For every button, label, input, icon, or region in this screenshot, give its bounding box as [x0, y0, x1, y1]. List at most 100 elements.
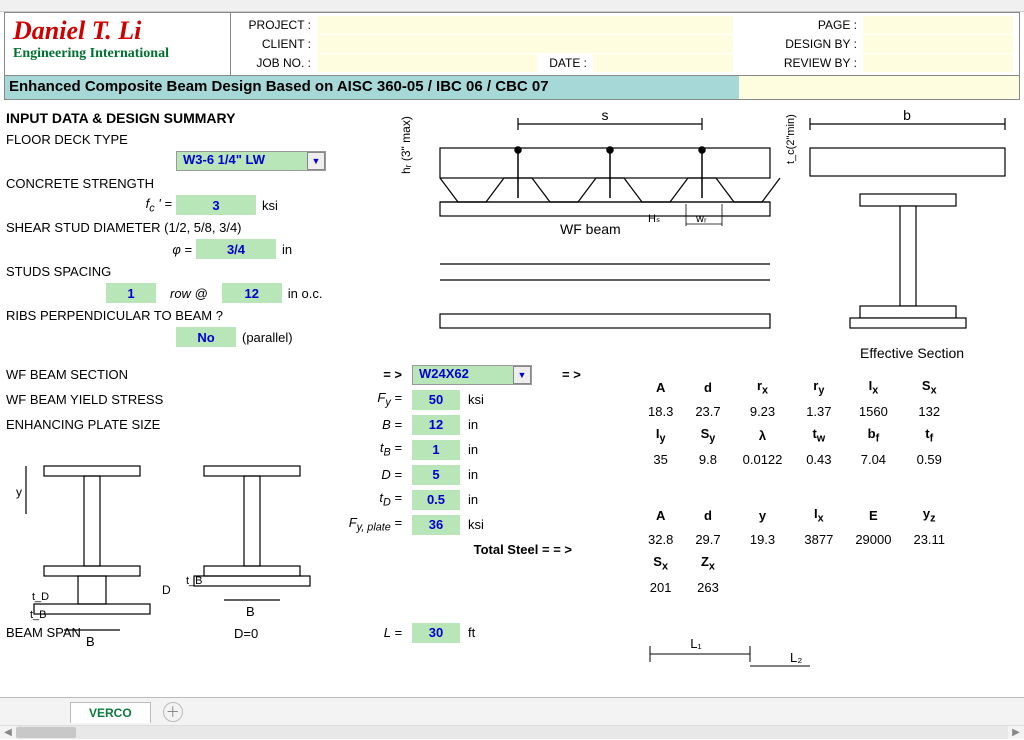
D-symbol: D =	[356, 467, 402, 482]
Ix2-val: 3877	[794, 528, 843, 550]
tB-symbol: tB =	[356, 440, 402, 459]
column-letters-ruler	[0, 0, 1024, 12]
svg-text:wᵣ: wᵣ	[695, 213, 707, 225]
wf-section-value: W24X62	[419, 366, 469, 381]
floor-deck-value: W3-6 1/4" LW	[183, 152, 265, 167]
svg-text:Hₛ: Hₛ	[648, 213, 660, 225]
Fy-unit: ksi	[460, 392, 500, 407]
svg-text:B: B	[246, 604, 255, 619]
scroll-thumb[interactable]	[16, 727, 76, 738]
svg-text:Effective Section: Effective Section	[860, 345, 964, 361]
titleblock-left-fields: PROJECT : CLIENT : JOB NO. : DATE :	[231, 13, 739, 75]
fc-input[interactable]	[176, 195, 256, 215]
horizontal-scrollbar[interactable]: ◀ ▶	[0, 725, 1024, 739]
arrow-2: = >	[562, 367, 581, 382]
ribs-perp-label: RIBS PERPENDICULAR TO BEAM ?	[6, 308, 223, 323]
scroll-right-icon[interactable]: ▶	[1008, 726, 1024, 739]
spacing-unit: in o.c.	[282, 286, 323, 301]
d2-val: 29.7	[685, 528, 730, 550]
Fy-symbol: Fy =	[356, 390, 402, 409]
svg-text:hᵣ (3" max): hᵣ (3" max)	[400, 116, 413, 174]
client-field[interactable]	[317, 35, 733, 53]
Sx2-val: 201	[638, 576, 683, 598]
rx-val: 9.23	[733, 400, 793, 422]
title-block: Daniel T. Li Engineering International P…	[4, 12, 1020, 76]
arrow-1: = >	[356, 367, 402, 382]
ribs-input[interactable]	[176, 327, 236, 347]
add-sheet-button[interactable]: ＋	[163, 702, 183, 722]
project-field[interactable]	[317, 16, 733, 34]
Zx-val: 263	[685, 576, 730, 598]
titleblock-right-fields: PAGE : DESIGN BY : REVIEW BY :	[739, 13, 1019, 75]
Sx-val: 132	[903, 400, 955, 422]
L-input[interactable]	[412, 623, 460, 643]
jobno-field[interactable]	[317, 54, 537, 72]
svg-text:t_B: t_B	[186, 575, 203, 587]
svg-text:B: B	[86, 634, 95, 646]
Fy-input[interactable]	[412, 390, 460, 410]
jobno-label: JOB NO. :	[237, 56, 317, 70]
floor-deck-select[interactable]: W3-6 1/4" LW ▼	[176, 151, 326, 171]
logo-cell: Daniel T. Li Engineering International	[5, 13, 231, 75]
svg-text:t_B: t_B	[30, 609, 47, 621]
Fyp-input[interactable]	[412, 515, 460, 535]
tB-unit: in	[460, 442, 500, 457]
section-properties-table: AdrxryIxSx 18.3 23.7 9.23 1.37 1560 132 …	[636, 374, 957, 600]
page-field[interactable]	[863, 16, 1013, 34]
svg-text:L₂: L₂	[790, 650, 802, 665]
reviewby-field[interactable]	[863, 54, 1013, 72]
designby-field[interactable]	[863, 35, 1013, 53]
plate-size-label: ENHANCING PLATE SIZE	[6, 417, 356, 432]
Sy-val: 9.8	[685, 448, 730, 470]
chevron-down-icon[interactable]: ▼	[307, 152, 325, 170]
E-val: 29000	[845, 528, 901, 550]
date-label: DATE :	[537, 56, 593, 70]
svg-text:y: y	[16, 485, 22, 499]
Fyp-unit: ksi	[460, 517, 500, 532]
floor-deck-label: FLOOR DECK TYPE	[6, 132, 128, 147]
project-label: PROJECT :	[237, 18, 317, 32]
designby-label: DESIGN BY :	[745, 37, 863, 51]
svg-text:s: s	[602, 107, 609, 123]
svg-text:t_D: t_D	[32, 591, 49, 603]
tf-val: 0.59	[903, 448, 955, 470]
B-input[interactable]	[412, 415, 460, 435]
spacing-rows-input[interactable]	[106, 283, 156, 303]
fc-symbol: fc ' =	[126, 196, 176, 215]
studs-spacing-label: STUDS SPACING	[6, 264, 111, 279]
sheet-title-bar: Enhanced Composite Beam Design Based on …	[4, 76, 1020, 100]
A2-val: 32.8	[638, 528, 683, 550]
spacing-val-input[interactable]	[222, 283, 282, 303]
wf-yield-label: WF BEAM YIELD STRESS	[6, 392, 356, 407]
logo-subtitle: Engineering International	[13, 46, 222, 61]
span-l1-l2-sketch: L₁ L₂	[640, 634, 840, 677]
tw-val: 0.43	[794, 448, 843, 470]
bf-val: 7.04	[845, 448, 901, 470]
Iy-val: 35	[638, 448, 683, 470]
tab-verco[interactable]: VERCO	[70, 702, 151, 723]
svg-text:D: D	[162, 583, 171, 597]
stud-diameter-label: SHEAR STUD DIAMETER (1/2, 5/8, 3/4)	[6, 220, 242, 235]
A-val: 18.3	[638, 400, 683, 422]
tB-input[interactable]	[412, 440, 460, 460]
plate-section-sketch: y t_D t_B D B t_B B D=0	[4, 456, 334, 646]
svg-text:b: b	[903, 107, 911, 123]
chevron-down-icon[interactable]: ▼	[513, 366, 531, 384]
B-unit: in	[460, 417, 500, 432]
L-symbol: L =	[356, 625, 402, 640]
lambda-val: 0.0122	[733, 448, 793, 470]
phi-symbol: φ =	[156, 242, 196, 257]
D-input[interactable]	[412, 465, 460, 485]
spacing-at-label: row @	[156, 286, 222, 301]
wf-section-select[interactable]: W24X62 ▼	[412, 365, 532, 385]
tD-input[interactable]	[412, 490, 460, 510]
phi-input[interactable]	[196, 239, 276, 259]
tD-symbol: tD =	[356, 490, 402, 509]
L-unit: ft	[460, 625, 500, 640]
ribs-note: (parallel)	[236, 330, 293, 345]
scroll-left-icon[interactable]: ◀	[0, 726, 16, 739]
reviewby-label: REVIEW BY :	[745, 56, 863, 70]
yz-val: 23.11	[903, 528, 955, 550]
date-field[interactable]	[593, 54, 733, 72]
B-symbol: B =	[356, 417, 402, 432]
